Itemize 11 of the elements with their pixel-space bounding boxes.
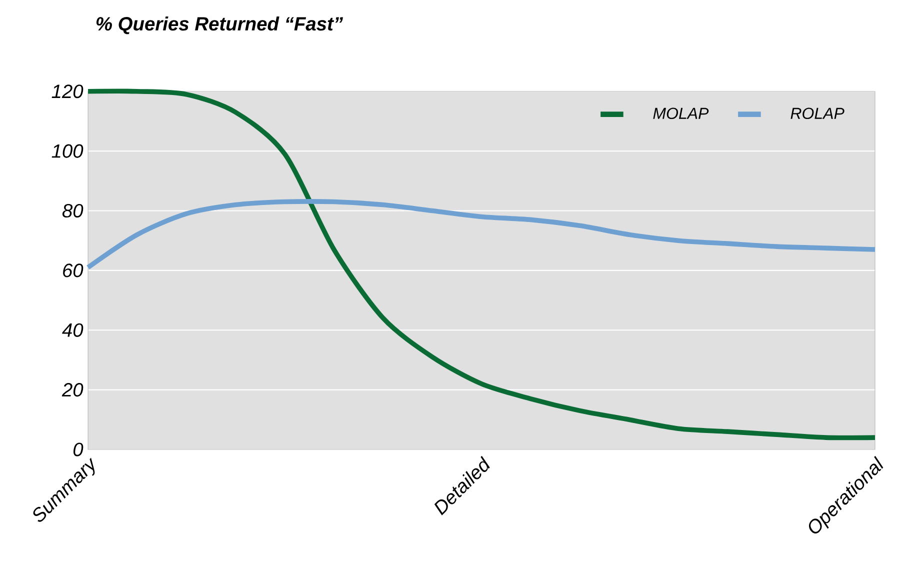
y-tick-label: 80 bbox=[62, 204, 84, 218]
legend-label: ROLAP bbox=[790, 108, 844, 120]
y-tick-label: 100 bbox=[52, 144, 84, 158]
line-series bbox=[86, 199, 878, 270]
y-tick-label: 20 bbox=[62, 383, 84, 397]
chart-title: % Queries Returned “Fast” bbox=[96, 16, 344, 34]
y-tick-label: 120 bbox=[52, 84, 84, 98]
y-tick-label: 40 bbox=[62, 324, 84, 338]
y-tick-label: 0 bbox=[73, 442, 84, 457]
y-tick-label: 60 bbox=[63, 264, 84, 278]
legend-label: MOLAP bbox=[653, 108, 709, 120]
